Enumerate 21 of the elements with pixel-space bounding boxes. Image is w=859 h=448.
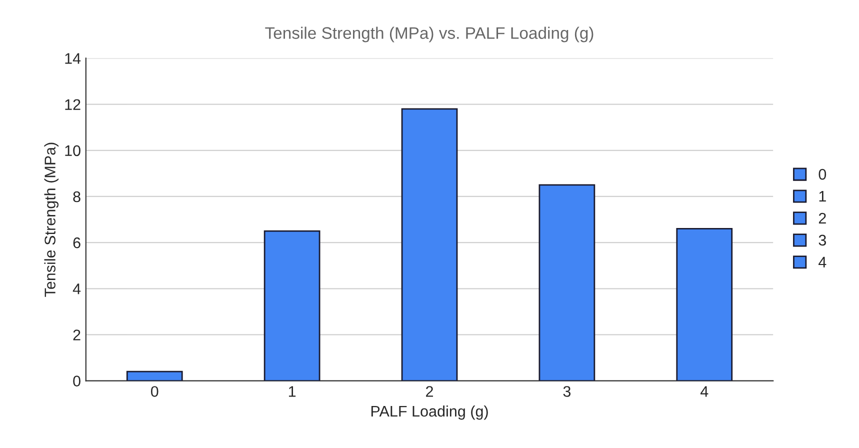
y-tick-label: 0 (73, 376, 80, 386)
x-tick-label: 1 (288, 386, 296, 397)
legend-label: 1 (819, 191, 826, 202)
y-tick-label: 12 (65, 99, 80, 110)
y-tick-label: 2 (73, 330, 80, 340)
legend-label: 0 (818, 168, 826, 180)
legend-label: 2 (818, 212, 826, 224)
y-tick-label: 4 (72, 284, 81, 294)
y-tick-label: 6 (73, 237, 80, 248)
legend-label: 4 (818, 256, 826, 268)
legend-label: 3 (818, 234, 826, 246)
chart-title: Tensile Strength (MPa) vs. PALF Loading (g) (265, 26, 594, 42)
y-tick-label: 14 (65, 53, 81, 64)
y-tick-label: 8 (73, 191, 80, 202)
x-tick-label: 2 (426, 386, 433, 397)
y-axis-title: Tensile Strength (MPa) (44, 142, 58, 297)
x-tick-label: 4 (700, 386, 708, 397)
x-tick-label: 3 (563, 386, 571, 397)
y-tick-label: 10 (65, 145, 80, 156)
x-tick-label: 0 (150, 386, 158, 397)
x-axis-title: PALF Loading (g) (371, 405, 488, 420)
